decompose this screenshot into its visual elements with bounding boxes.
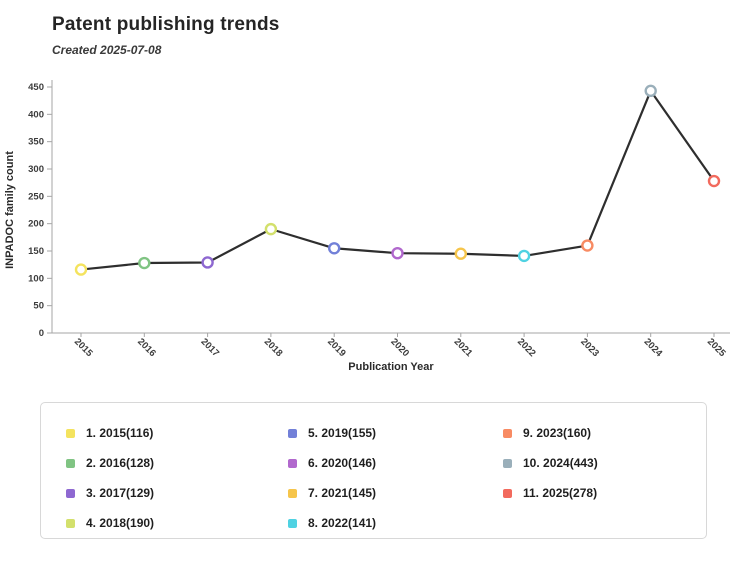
legend-item-label: 11. 2025(278) bbox=[523, 486, 598, 500]
legend-item-5[interactable]: 5. 2019(155) bbox=[288, 418, 503, 448]
data-point-2019[interactable] bbox=[328, 242, 341, 255]
x-tick-label: 2022 bbox=[515, 336, 538, 359]
x-tick-label: 2016 bbox=[135, 336, 158, 359]
y-tick-label: 450 bbox=[28, 82, 44, 93]
legend-item-8[interactable]: 8. 2022(141) bbox=[288, 508, 503, 538]
data-point-2015[interactable] bbox=[74, 263, 88, 276]
legend-column-2: 5. 2019(155) 6. 2020(146) 7. 2021(145) 8. 2… bbox=[288, 418, 503, 538]
legend-swatch-icon bbox=[288, 488, 297, 498]
legend-item-2[interactable]: 2. 2016(128) bbox=[66, 448, 288, 478]
legend-item-label: 7. 2021(145) bbox=[308, 486, 377, 500]
legend-item-7[interactable]: 7. 2021(145) bbox=[288, 478, 503, 508]
data-point-2020[interactable] bbox=[391, 246, 404, 260]
data-point-2016[interactable] bbox=[138, 256, 151, 270]
legend-item-label: 3. 2017(129) bbox=[86, 486, 155, 500]
legend-item-4[interactable]: 4. 2018(190) bbox=[66, 508, 288, 538]
y-tick-label: 150 bbox=[28, 246, 44, 257]
legend-item-3[interactable]: 3. 2017(129) bbox=[66, 478, 288, 508]
legend-swatch-icon bbox=[66, 518, 75, 528]
legend-swatch-icon bbox=[66, 428, 75, 438]
legend-column-1: 1. 2015(116) 2. 2016(128) 3. 2017(129) 4. 2… bbox=[66, 418, 288, 538]
legend-swatch-icon bbox=[288, 458, 297, 468]
x-tick-label: 2015 bbox=[72, 336, 95, 359]
y-tick-label: 200 bbox=[28, 219, 44, 230]
data-point-2023[interactable] bbox=[581, 239, 594, 252]
legend-item-9[interactable]: 9. 2023(160) bbox=[503, 418, 706, 448]
y-tick-label: 400 bbox=[28, 109, 44, 120]
legend-item-1[interactable]: 1. 2015(116) bbox=[66, 418, 288, 448]
y-tick-label: 250 bbox=[28, 191, 44, 202]
legend-swatch-icon bbox=[503, 488, 512, 498]
legend-swatch-icon bbox=[288, 428, 297, 438]
legend-item-label: 9. 2023(160) bbox=[523, 426, 592, 440]
legend-item-11[interactable]: 11. 2025(278) bbox=[503, 478, 706, 508]
y-tick-label: 300 bbox=[28, 164, 44, 175]
data-point-2018[interactable] bbox=[264, 222, 278, 236]
legend-item-label: 5. 2019(155) bbox=[308, 426, 377, 440]
x-axis-title: Publication Year bbox=[348, 361, 434, 373]
page-title: Patent publishing trends bbox=[52, 14, 280, 35]
line-chart: 0 50 100 150 200 250 300 350 400 450 2015 2016 2017 2… bbox=[4, 80, 730, 373]
legend-item-label: 10. 2024(443) bbox=[523, 456, 598, 470]
x-tick-label: 2019 bbox=[325, 336, 348, 359]
data-point-2017[interactable] bbox=[201, 256, 214, 269]
y-axis-title: INPADOC family count bbox=[4, 151, 16, 269]
legend-grid: 1. 2015(116) 2. 2016(128) 3. 2017(129) 4. 2… bbox=[66, 418, 706, 538]
legend-item-label: 2. 2016(128) bbox=[86, 456, 155, 470]
axes bbox=[51, 80, 730, 334]
chart-legend: 1. 2015(116) 2. 2016(128) 3. 2017(129) 4. 2… bbox=[40, 402, 707, 539]
legend-item-10[interactable]: 10. 2024(443) bbox=[503, 448, 706, 478]
y-tick-label: 50 bbox=[33, 301, 44, 312]
legend-swatch-icon bbox=[66, 458, 75, 468]
x-tick-label: 2023 bbox=[578, 336, 601, 359]
y-tick-label: 0 bbox=[39, 328, 44, 339]
data-point-2021[interactable] bbox=[454, 247, 467, 260]
patent-trends-page: Patent publishing trends Created 2025-07… bbox=[0, 14, 745, 564]
x-tick-label: 2017 bbox=[198, 336, 221, 359]
x-tick-label: 2018 bbox=[262, 336, 285, 359]
trend-line bbox=[79, 89, 716, 271]
x-tick-label: 2025 bbox=[705, 336, 728, 359]
legend-swatch-icon bbox=[503, 428, 512, 438]
legend-swatch-icon bbox=[288, 518, 297, 528]
x-tick-label: 2020 bbox=[388, 336, 411, 359]
x-tick-label: 2021 bbox=[452, 336, 475, 359]
legend-item-label: 8. 2022(141) bbox=[308, 516, 377, 530]
data-point-2024[interactable] bbox=[644, 84, 657, 98]
data-point-2025[interactable] bbox=[707, 174, 721, 188]
created-date: Created 2025-07-08 bbox=[52, 43, 162, 57]
legend-item-label: 6. 2020(146) bbox=[308, 456, 377, 470]
legend-item-label: 4. 2018(190) bbox=[86, 516, 155, 530]
legend-item-6[interactable]: 6. 2020(146) bbox=[288, 448, 503, 478]
legend-swatch-icon bbox=[503, 458, 512, 468]
x-tick-label: 2024 bbox=[642, 336, 665, 359]
data-point-2022[interactable] bbox=[517, 249, 531, 263]
y-tick-label: 100 bbox=[28, 273, 44, 284]
legend-item-label: 1. 2015(116) bbox=[86, 426, 154, 440]
legend-swatch-icon bbox=[66, 488, 75, 498]
legend-column-3: 9. 2023(160) 10. 2024(443) 11. 2025(278) bbox=[503, 418, 706, 538]
y-tick-label: 350 bbox=[28, 137, 44, 148]
